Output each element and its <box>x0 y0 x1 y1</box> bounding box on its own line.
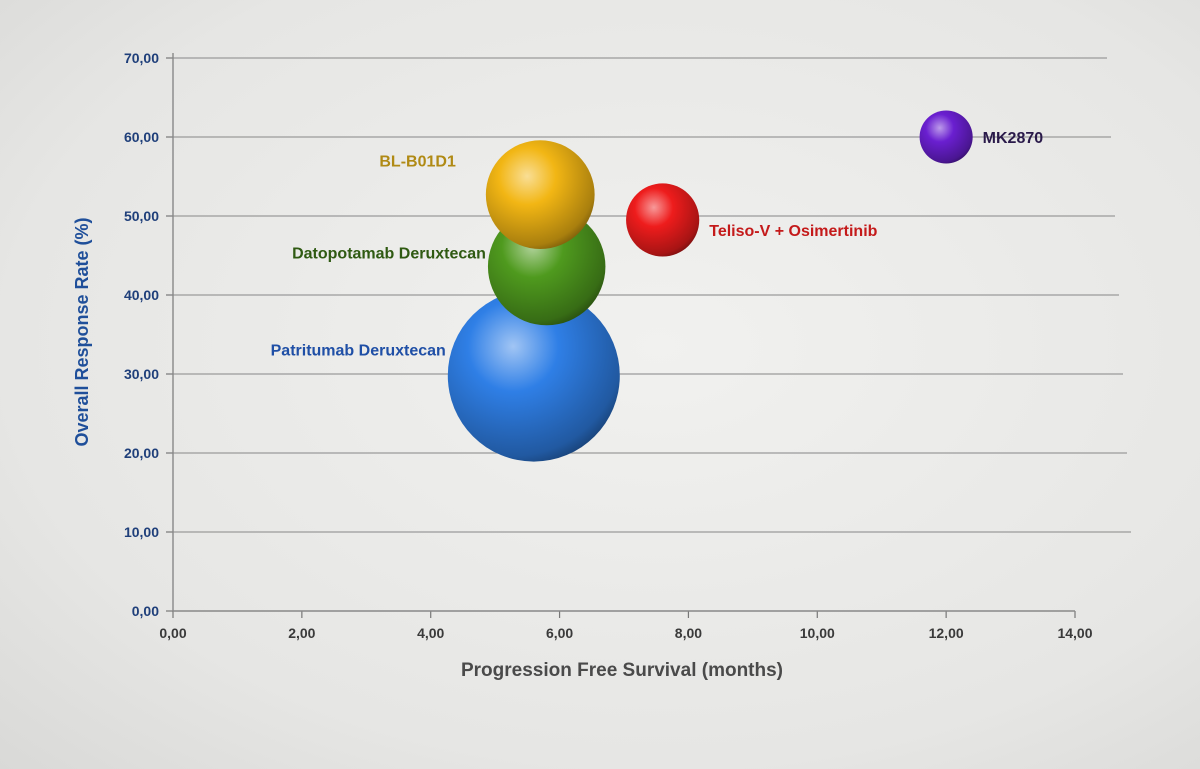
bubble-mk2870 <box>919 110 973 164</box>
bubble-label: MK2870 <box>983 130 1044 147</box>
y-tick-label: 20,00 <box>124 445 159 461</box>
x-axis-title: Progression Free Survival (months) <box>461 660 783 681</box>
y-tick-label: 10,00 <box>124 524 159 540</box>
bubble-patritumab-deruxtecan <box>447 289 620 462</box>
bubble-teliso-v-osimertinib <box>626 183 700 257</box>
bubble-label: Patritumab Deruxtecan <box>271 343 446 360</box>
y-tick-label: 30,00 <box>124 366 159 382</box>
bubbles <box>447 110 973 462</box>
x-tick-label: 6,00 <box>546 625 573 641</box>
x-tick-label: 12,00 <box>929 625 964 641</box>
y-tick-label: 40,00 <box>124 287 159 303</box>
x-tick-label: 10,00 <box>800 625 835 641</box>
x-tick-label: 2,00 <box>288 625 315 641</box>
y-tick-label: 60,00 <box>124 129 159 145</box>
x-tick-label: 8,00 <box>675 625 702 641</box>
y-tick-label: 50,00 <box>124 208 159 224</box>
bubble-bl-b01d1 <box>485 140 595 250</box>
y-tick-label: 70,00 <box>124 50 159 66</box>
axes <box>166 53 1076 618</box>
y-tick-label: 0,00 <box>132 603 159 619</box>
x-tick-label: 14,00 <box>1057 625 1092 641</box>
x-tick-label: 4,00 <box>417 625 444 641</box>
bubble-label: Datopotamab Deruxtecan <box>292 246 486 263</box>
bubble-label: BL-B01D1 <box>379 154 456 171</box>
y-axis-title: Overall Response Rate (%) <box>72 217 92 446</box>
bubble-label: Teliso-V + Osimertinib <box>709 223 877 240</box>
tick-labels: 0,00 10,00 20,00 30,00 40,00 50,00 60,00 70,00 0… <box>124 50 1093 641</box>
x-tick-label: 0,00 <box>159 625 186 641</box>
bubble-labels: Patritumab Deruxtecan Datopotamab Deruxte… <box>271 130 1044 360</box>
